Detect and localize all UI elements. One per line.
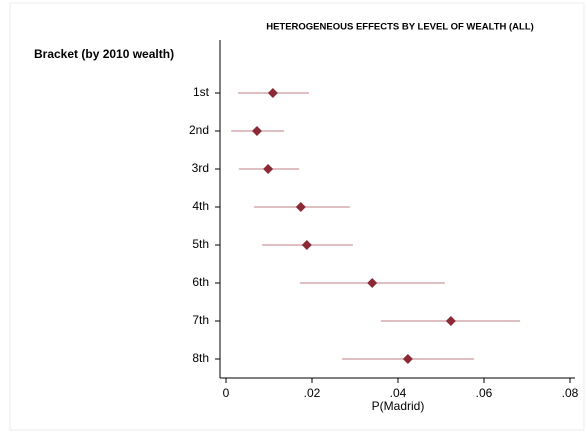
point-estimate (402, 354, 413, 364)
point-estimate (251, 126, 262, 136)
x-tick-label: .04 (390, 386, 407, 400)
y-tick-label: 6th (192, 275, 209, 289)
x-tick-label: .08 (562, 386, 579, 400)
frame (9, 2, 585, 431)
y-tick-label: 8th (192, 351, 209, 365)
y-tick-label: 1st (193, 85, 210, 99)
y-axis-title: Bracket (by 2010 wealth) (34, 47, 174, 61)
point-estimate (367, 278, 378, 288)
x-tick-label: .02 (304, 386, 321, 400)
y-tick-label: 7th (192, 313, 209, 327)
point-estimate (301, 240, 312, 250)
y-tick-label: 4th (192, 199, 209, 213)
chart-title: HETEROGENEOUS EFFECTS BY LEVEL OF WEALTH… (266, 22, 534, 33)
point-estimate (445, 316, 456, 326)
point-estimate (263, 164, 274, 174)
x-tick-label: .06 (476, 386, 493, 400)
y-tick-label: 3rd (192, 161, 209, 175)
y-tick-label: 5th (192, 237, 209, 251)
y-tick-label: 2nd (189, 123, 209, 137)
point-estimate (295, 202, 306, 212)
x-axis-title: P(Madrid) (372, 399, 425, 413)
point-estimate (267, 88, 278, 98)
x-tick-label: 0 (223, 386, 230, 400)
